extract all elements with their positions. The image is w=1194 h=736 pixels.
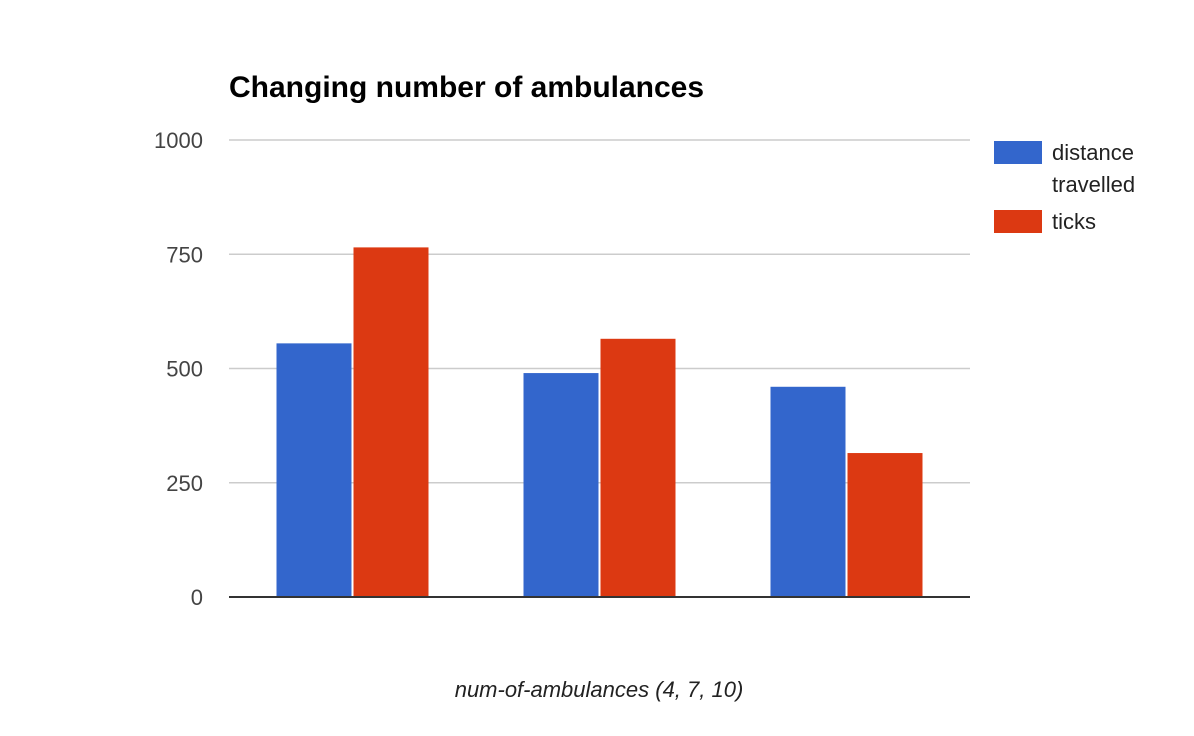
x-axis-label: num-of-ambulances (4, 7, 10): [455, 677, 744, 702]
y-axis-ticks: 0 250 500 750 1000: [154, 128, 203, 610]
bar-distance-travelled-1: [523, 373, 599, 597]
y-tick-label: 0: [191, 585, 203, 610]
legend-swatch: [994, 141, 1042, 164]
bar-distance-travelled-0: [276, 343, 352, 597]
chart-title: Changing number of ambulances: [229, 71, 704, 104]
bar-ticks-2: [847, 453, 923, 597]
legend-label: ticks: [1052, 209, 1096, 234]
legend-label-line: travelled: [1052, 172, 1135, 197]
y-tick-label: 500: [166, 357, 203, 382]
legend-label-line: ticks: [1052, 209, 1096, 234]
bar-distance-travelled-2: [770, 386, 846, 597]
y-tick-label: 750: [166, 242, 203, 267]
legend-label: distance travelled: [1052, 140, 1135, 197]
y-tick-label: 1000: [154, 128, 203, 153]
gridlines: [229, 139, 970, 484]
legend-label-line: distance: [1052, 140, 1134, 165]
bar-ticks-1: [600, 338, 676, 597]
legend-swatch: [994, 210, 1042, 233]
bars: [276, 247, 923, 597]
bar-ticks-0: [353, 247, 429, 597]
y-tick-label: 250: [166, 471, 203, 496]
legend: distance travelled ticks: [994, 140, 1135, 234]
